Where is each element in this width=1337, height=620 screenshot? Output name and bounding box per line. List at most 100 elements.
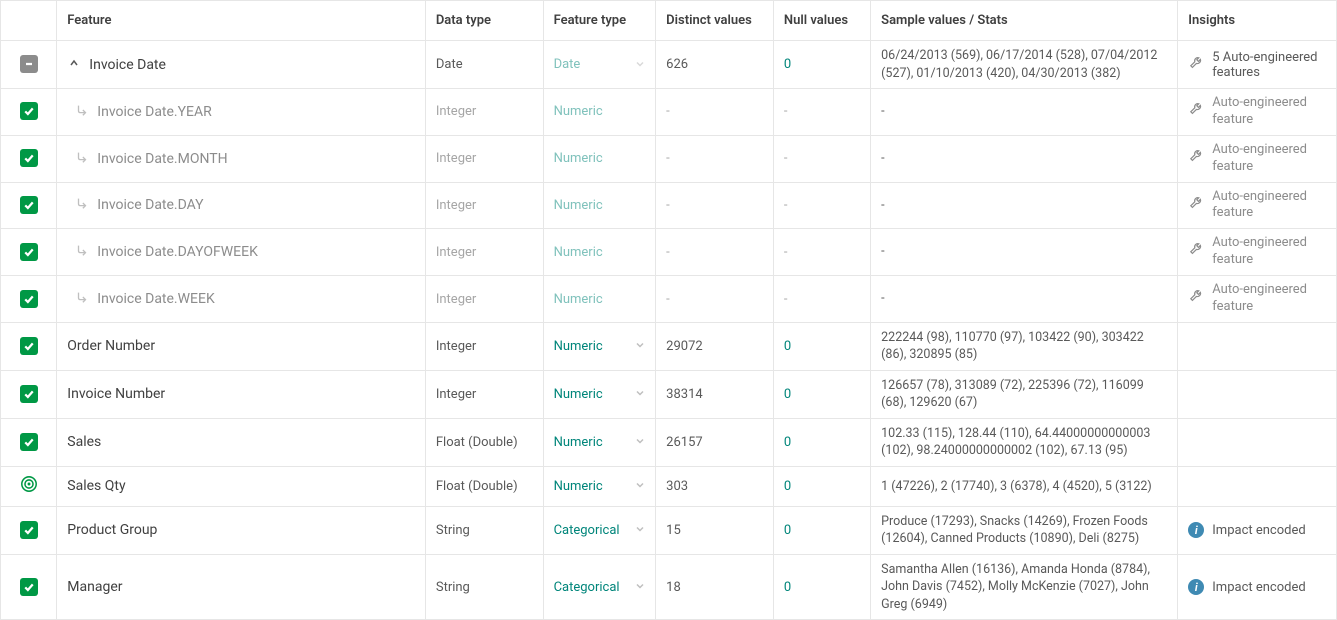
- info-icon[interactable]: i: [1188, 522, 1204, 538]
- distinct-cell: -: [656, 182, 774, 229]
- feature-type-cell[interactable]: Numeric: [543, 370, 656, 418]
- checkbox-checked-icon[interactable]: [20, 149, 38, 167]
- feature-name[interactable]: Invoice Date.YEAR: [97, 104, 211, 120]
- header-distinct[interactable]: Distinct values: [656, 1, 774, 41]
- row-checkbox-cell: [1, 89, 57, 136]
- header-insights[interactable]: Insights: [1178, 1, 1337, 41]
- header-feature[interactable]: Feature: [57, 1, 426, 41]
- null-cell: -: [773, 229, 870, 276]
- row-checkbox-cell: [1, 418, 57, 466]
- chevron-down-icon[interactable]: [635, 387, 645, 401]
- header-null[interactable]: Null values: [773, 1, 870, 41]
- insights-cell: Auto-engineered feature: [1178, 182, 1337, 229]
- feature-type-label: Categorical: [554, 580, 620, 595]
- header-sample[interactable]: Sample values / Stats: [871, 1, 1178, 41]
- insights-cell: Auto-engineered feature: [1178, 229, 1337, 276]
- feature-name[interactable]: Invoice Number: [67, 386, 165, 402]
- feature-type-cell: Numeric: [543, 276, 656, 323]
- distinct-cell: -: [656, 276, 774, 323]
- row-checkbox-cell: [1, 229, 57, 276]
- checkbox-checked-icon[interactable]: [20, 290, 38, 308]
- datatype-cell: Integer: [425, 370, 543, 418]
- feature-type-cell[interactable]: Numeric: [543, 322, 656, 370]
- header-featuretype[interactable]: Feature type: [543, 1, 656, 41]
- null-cell: 0: [773, 554, 870, 620]
- insight-text: Auto-engineered feature: [1212, 189, 1326, 223]
- feature-type-cell[interactable]: Categorical: [543, 554, 656, 620]
- feature-name[interactable]: Invoice Date.MONTH: [97, 151, 227, 167]
- feature-type-label: Date: [554, 57, 581, 72]
- subfeature-arrow-icon: [75, 243, 89, 261]
- checkbox-indeterminate-icon[interactable]: [20, 55, 38, 73]
- row-checkbox-cell: [1, 506, 57, 554]
- feature-name[interactable]: Product Group: [67, 522, 157, 538]
- header-datatype[interactable]: Data type: [425, 1, 543, 41]
- datatype-cell: String: [425, 506, 543, 554]
- feature-name[interactable]: Invoice Date.DAY: [97, 197, 203, 213]
- chevron-down-icon[interactable]: [635, 58, 645, 72]
- feature-name[interactable]: Sales: [67, 434, 101, 450]
- insights-cell: [1178, 370, 1337, 418]
- chevron-down-icon[interactable]: [635, 580, 645, 594]
- checkbox-checked-icon[interactable]: [20, 578, 38, 596]
- feature-type-cell[interactable]: Numeric: [543, 418, 656, 466]
- feature-type-label: Numeric: [554, 387, 603, 402]
- feature-type-cell[interactable]: Categorical: [543, 506, 656, 554]
- datatype-cell: Integer: [425, 89, 543, 136]
- insights-cell: i Impact encoded: [1178, 506, 1337, 554]
- table-row: Sales QtyFloat (Double)Numeric30301 (472…: [1, 466, 1337, 506]
- row-checkbox-cell: [1, 41, 57, 89]
- null-cell: -: [773, 135, 870, 182]
- wrench-icon: [1188, 101, 1204, 123]
- feature-type-cell: Numeric: [543, 135, 656, 182]
- table-row: Invoice DateDateDate626006/24/2013 (569)…: [1, 41, 1337, 89]
- feature-type-label: Numeric: [554, 479, 603, 494]
- feature-type-cell[interactable]: Numeric: [543, 466, 656, 506]
- feature-name[interactable]: Manager: [67, 579, 122, 595]
- table-row: Invoice Date.YEARIntegerNumeric---Auto-e…: [1, 89, 1337, 136]
- checkbox-checked-icon[interactable]: [20, 196, 38, 214]
- chevron-down-icon[interactable]: [635, 523, 645, 537]
- datatype-cell: Integer: [425, 229, 543, 276]
- datatype-cell: Integer: [425, 276, 543, 323]
- insights-cell: Auto-engineered feature: [1178, 276, 1337, 323]
- checkbox-checked-icon[interactable]: [20, 243, 38, 261]
- wrench-icon: [1188, 195, 1204, 217]
- collapse-icon[interactable]: [67, 57, 81, 73]
- feature-type-label: Numeric: [554, 104, 603, 119]
- insights-cell: Auto-engineered feature: [1178, 89, 1337, 136]
- checkbox-checked-icon[interactable]: [20, 433, 38, 451]
- feature-name[interactable]: Invoice Date.WEEK: [97, 291, 214, 307]
- chevron-down-icon[interactable]: [635, 435, 645, 449]
- insight-text: Impact encoded: [1212, 523, 1305, 538]
- sample-cell: 06/24/2013 (569), 06/17/2014 (528), 07/0…: [871, 41, 1178, 89]
- row-checkbox-cell: [1, 322, 57, 370]
- header-checkbox: [1, 1, 57, 41]
- distinct-cell: 26157: [656, 418, 774, 466]
- info-icon[interactable]: i: [1188, 579, 1204, 595]
- wrench-icon: [1188, 241, 1204, 263]
- feature-type-label: Numeric: [554, 292, 603, 307]
- sample-cell: Produce (17293), Snacks (14269), Frozen …: [871, 506, 1178, 554]
- sample-cell: -: [871, 182, 1178, 229]
- sample-cell: -: [871, 89, 1178, 136]
- chevron-down-icon[interactable]: [635, 339, 645, 353]
- checkbox-checked-icon[interactable]: [20, 385, 38, 403]
- subfeature-arrow-icon: [75, 290, 89, 308]
- null-cell: 0: [773, 41, 870, 89]
- feature-type-cell[interactable]: Date: [543, 41, 656, 89]
- chevron-down-icon[interactable]: [635, 479, 645, 493]
- checkbox-checked-icon[interactable]: [20, 521, 38, 539]
- sample-cell: -: [871, 135, 1178, 182]
- feature-name[interactable]: Invoice Date: [89, 57, 166, 73]
- target-icon[interactable]: [20, 475, 38, 493]
- null-cell: -: [773, 276, 870, 323]
- feature-name[interactable]: Order Number: [67, 338, 155, 354]
- checkbox-checked-icon[interactable]: [20, 337, 38, 355]
- checkbox-checked-icon[interactable]: [20, 102, 38, 120]
- feature-type-label: Numeric: [554, 339, 603, 354]
- feature-name[interactable]: Invoice Date.DAYOFWEEK: [97, 244, 258, 260]
- row-checkbox-cell: [1, 554, 57, 620]
- feature-name[interactable]: Sales Qty: [67, 478, 125, 494]
- feature-type-label: Numeric: [554, 151, 603, 166]
